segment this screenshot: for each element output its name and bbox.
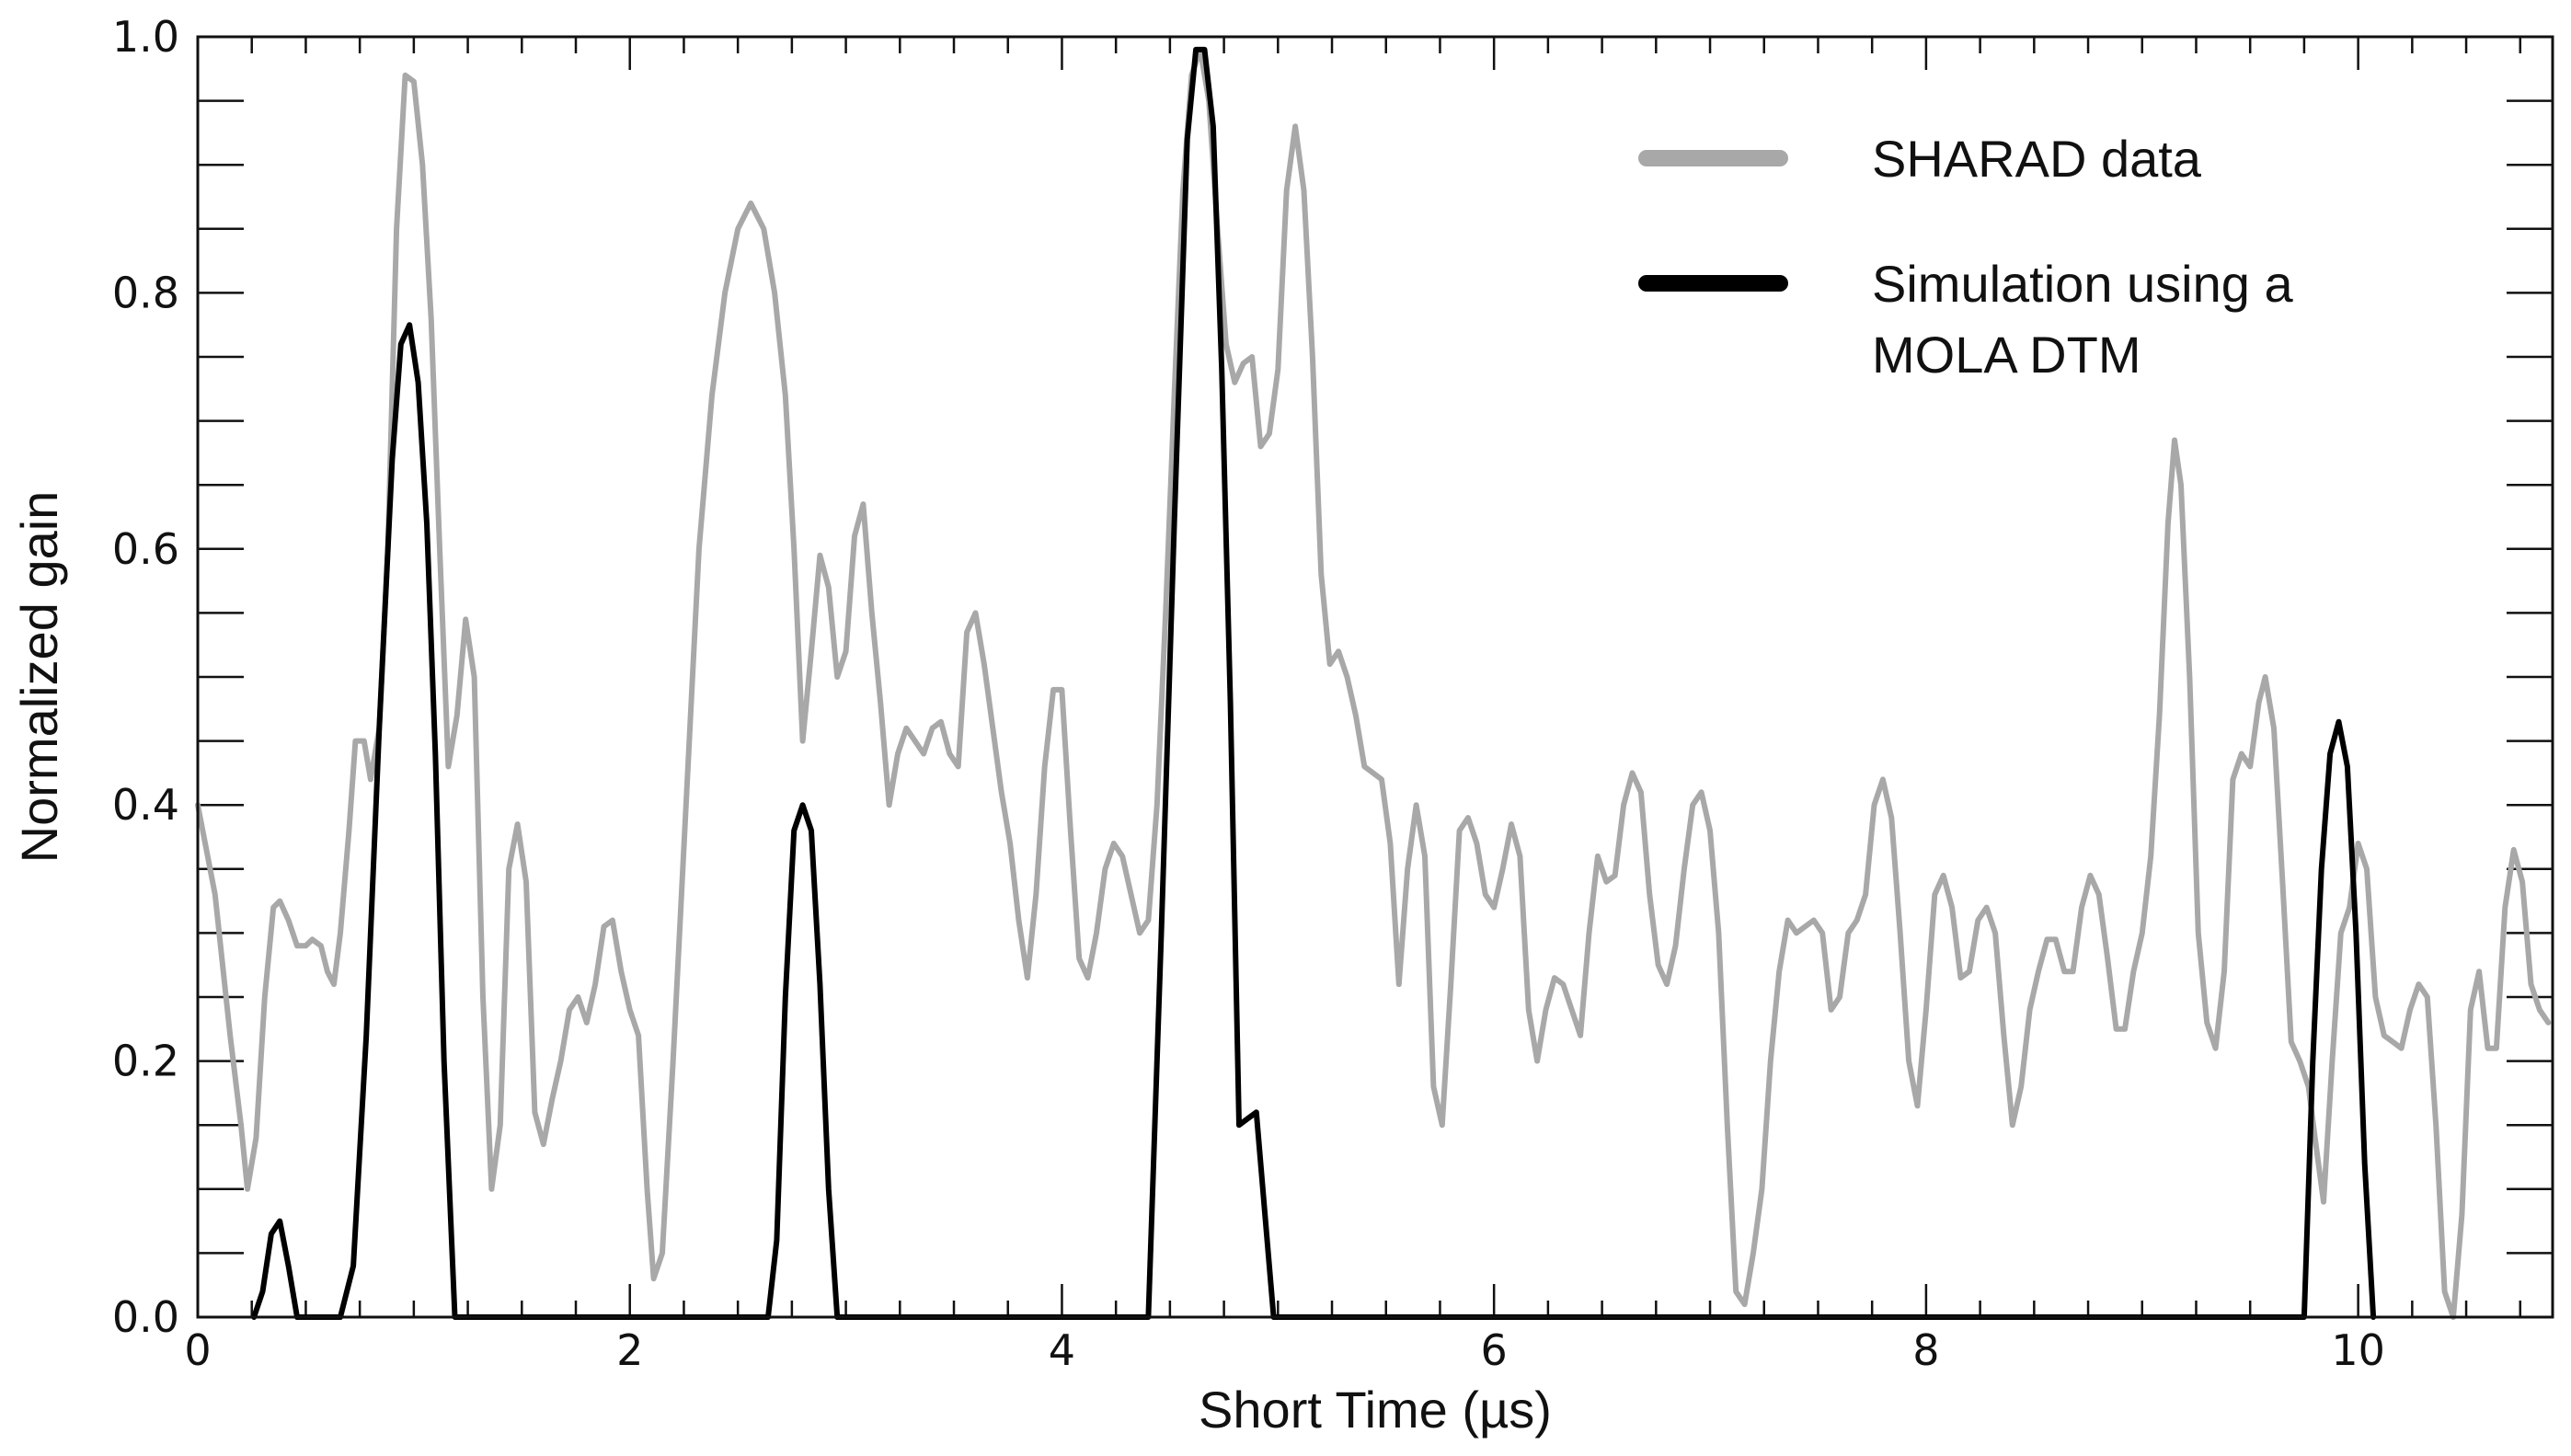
x-tick-label: 8 (1912, 1325, 1939, 1375)
y-axis-label: Normalized gain (10, 491, 68, 864)
y-tick-label: 0.4 (112, 780, 179, 830)
axis-ticks (196, 35, 2553, 1319)
x-tick-label: 10 (2331, 1325, 2385, 1375)
x-tick-label: 4 (1049, 1325, 1075, 1375)
x-tick-label: 6 (1481, 1325, 1508, 1375)
simulation-line (251, 46, 2377, 1320)
plot-frame (196, 35, 2554, 1319)
legend-label-simulation-line1: Simulation using a (1872, 255, 2293, 313)
chart-series (195, 46, 2552, 1320)
y-tick-label: 0.2 (112, 1037, 179, 1086)
x-axis-label: Short Time (µs) (1199, 1381, 1552, 1439)
y-tick-label: 1.0 (112, 12, 179, 62)
y-tick-label: 0.0 (112, 1292, 179, 1342)
legend: SHARAD data Simulation using a MOLA DTM (1638, 130, 2293, 384)
y-tick-label: 0.8 (112, 268, 179, 317)
y-tick-label: 0.6 (112, 524, 179, 574)
axis-tick-labels: 0 2 4 6 8 10 0.0 0.2 0.4 0.6 0.8 1.0 (112, 12, 2385, 1375)
legend-label-sharad: SHARAD data (1872, 130, 2202, 188)
x-tick-label: 0 (184, 1325, 211, 1375)
x-tick-label: 2 (616, 1325, 643, 1375)
legend-label-simulation-line2: MOLA DTM (1872, 326, 2141, 384)
sharad-data-line (195, 46, 2552, 1320)
